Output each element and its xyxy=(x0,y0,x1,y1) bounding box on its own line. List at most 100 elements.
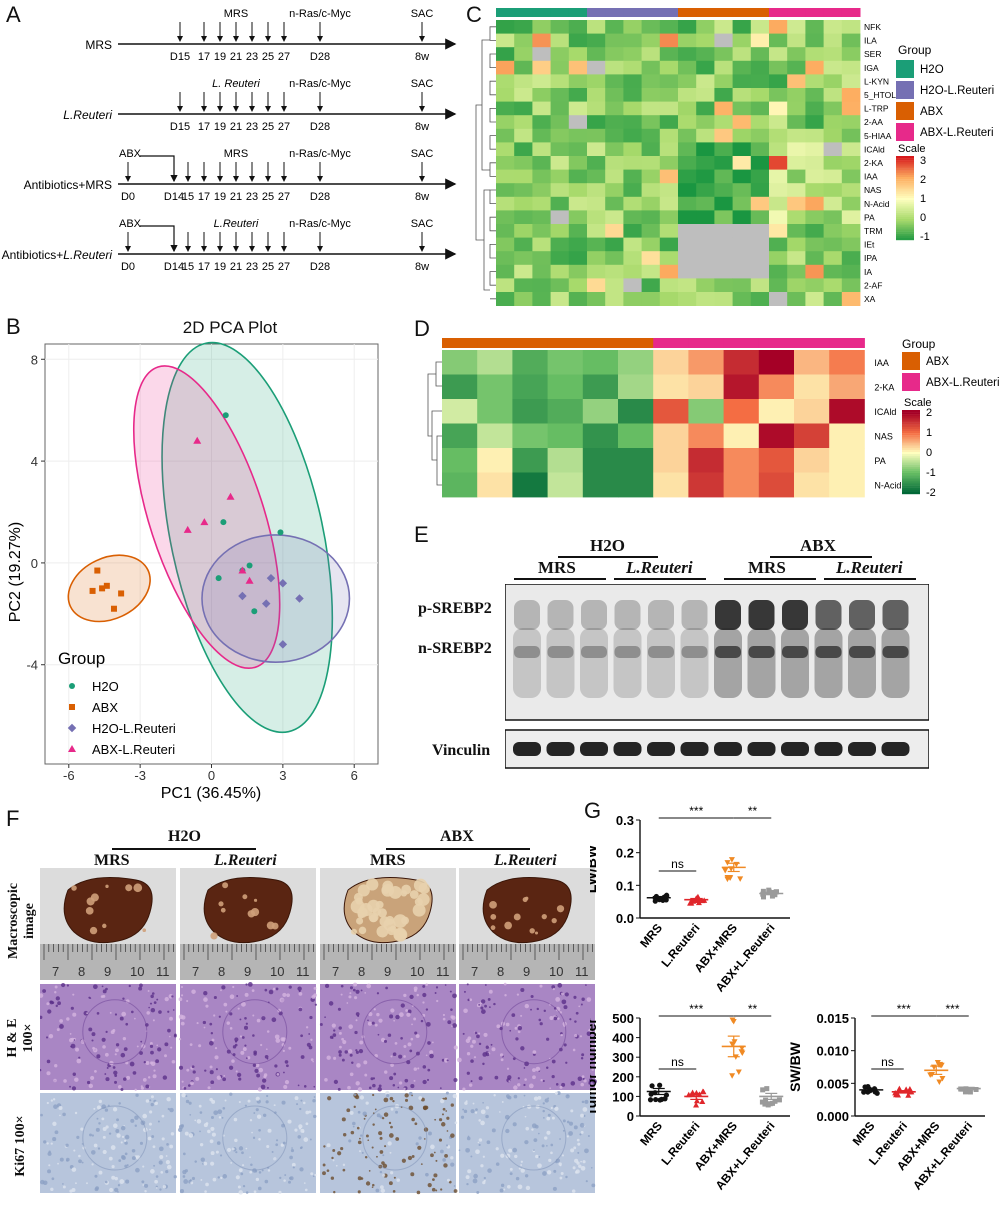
tissue-dot xyxy=(441,1113,444,1116)
timeline-row-label: Antibiotics+MRS xyxy=(24,178,112,192)
tissue-dot xyxy=(134,1088,137,1091)
tissue-dot xyxy=(46,1002,50,1006)
heatmap-c-cell xyxy=(532,251,551,266)
tissue-dot xyxy=(422,1105,428,1111)
tissue-dot xyxy=(514,1154,518,1159)
wb-band-p xyxy=(514,600,540,630)
tumor-nodule xyxy=(271,922,279,930)
tissue-dot xyxy=(247,982,253,987)
tissue-dot xyxy=(114,1053,117,1056)
tissue-dot xyxy=(143,1061,146,1064)
heatmap-c-cell xyxy=(714,142,733,157)
tissue-dot xyxy=(569,1018,572,1021)
tissue-dot xyxy=(98,1122,101,1125)
tissue-dot xyxy=(172,1009,175,1011)
tissue-dot xyxy=(100,995,104,998)
heatmap-d-cell xyxy=(723,448,760,473)
tissue-dot xyxy=(530,1008,532,1011)
heatmap-d-scale-step xyxy=(902,420,920,423)
heatmap-d-scale-step xyxy=(902,491,920,495)
timeline-day-label: 27 xyxy=(278,121,290,133)
tissue-dot xyxy=(45,1036,49,1039)
tissue-dot xyxy=(72,1072,76,1076)
heatmap-c-cell xyxy=(841,142,861,157)
heatmap-c-cell xyxy=(696,33,715,48)
tissue-dot xyxy=(447,1020,452,1025)
data-point xyxy=(653,1096,659,1103)
heatmap-c-cell xyxy=(568,224,588,238)
tissue-dot xyxy=(525,1185,531,1191)
tissue-dot xyxy=(379,1115,383,1119)
tissue-dot xyxy=(169,1035,171,1038)
tissue-dot xyxy=(159,1188,162,1191)
heatmap-c-row-label: ILA xyxy=(864,36,877,46)
tissue-dot xyxy=(475,1108,478,1111)
tissue-dot xyxy=(357,1190,361,1194)
heatmap-c-cell xyxy=(514,183,533,198)
wb-band-vinculin xyxy=(814,742,843,756)
heatmap-c-cell xyxy=(787,33,806,48)
heatmap-d-scale-tick: -2 xyxy=(926,487,936,499)
heatmap-c-cell xyxy=(750,101,770,116)
tissue-dot xyxy=(322,1171,326,1176)
tissue-dot xyxy=(390,1171,394,1175)
y-tick-label: 0.015 xyxy=(816,1011,849,1026)
heatmap-c-scale-step xyxy=(896,185,914,188)
heatmap-d-group-bar xyxy=(547,338,584,348)
tissue-dot xyxy=(238,1146,244,1151)
tissue-dot xyxy=(62,1183,64,1185)
tissue-dot xyxy=(115,1129,120,1133)
tissue-dot xyxy=(241,1036,245,1039)
tumor-region xyxy=(82,1105,148,1171)
heatmap-c-cell xyxy=(787,115,806,130)
tissue-dot xyxy=(588,1082,591,1085)
tissue-dot xyxy=(561,1082,566,1087)
tissue-dot xyxy=(266,1094,269,1098)
heatmap-c-cell xyxy=(550,278,570,293)
tissue-dot xyxy=(442,1158,446,1162)
heatmap-c-cell xyxy=(805,142,824,157)
tissue-dot xyxy=(245,1022,248,1025)
timeline-day-label: 17 xyxy=(198,191,210,203)
tissue-dot xyxy=(40,993,44,998)
heatmap-d-scale-step xyxy=(902,426,920,430)
heatmap-c-cell xyxy=(769,142,788,157)
heatmap-c-cell xyxy=(568,156,588,170)
heatmap-d-scale-tick: 1 xyxy=(926,427,932,439)
scatter-chart: 0.0150.0100.0050.000SW/BWMRSL.ReuteriABX… xyxy=(787,1002,985,1193)
tissue-dot xyxy=(217,1176,220,1179)
heatmap-d-cell xyxy=(758,350,795,375)
y-tick-label: 0.000 xyxy=(816,1109,849,1124)
tissue-dot xyxy=(226,1021,230,1025)
tissue-dot xyxy=(520,987,525,993)
tissue-dot xyxy=(52,1098,56,1101)
tissue-dot xyxy=(149,1061,153,1065)
tissue-dot xyxy=(213,995,217,1000)
tumor-nodule xyxy=(413,878,428,892)
tissue-dot xyxy=(425,1021,431,1027)
tissue-dot xyxy=(365,1181,371,1186)
tissue-dot xyxy=(372,1083,376,1088)
tissue-dot xyxy=(46,1142,49,1145)
heatmap-c-cell xyxy=(714,47,733,62)
tissue-dot xyxy=(266,1057,269,1060)
tissue-dot xyxy=(427,1182,432,1188)
tissue-dot xyxy=(355,1081,360,1086)
tissue-dot xyxy=(148,1122,152,1126)
tissue-dot xyxy=(546,1144,548,1147)
heatmap-c-scale-step xyxy=(896,200,914,203)
heatmap-c-cell xyxy=(805,183,824,198)
tissue-dot xyxy=(55,1004,58,1008)
heatmap-c-cell xyxy=(568,60,588,75)
heatmap-d-cell xyxy=(477,350,513,375)
tumor-nodule xyxy=(210,932,218,940)
tissue-dot xyxy=(164,996,169,1002)
heatmap-c-cell xyxy=(696,237,715,252)
tissue-dot xyxy=(173,1034,177,1038)
tissue-dot xyxy=(216,1075,222,1080)
tissue-dot xyxy=(562,1129,565,1132)
tissue-dot xyxy=(47,1009,52,1014)
tissue-dot xyxy=(554,1091,559,1095)
heatmap-c-cell xyxy=(496,60,515,75)
tissue-dot xyxy=(466,1136,471,1141)
